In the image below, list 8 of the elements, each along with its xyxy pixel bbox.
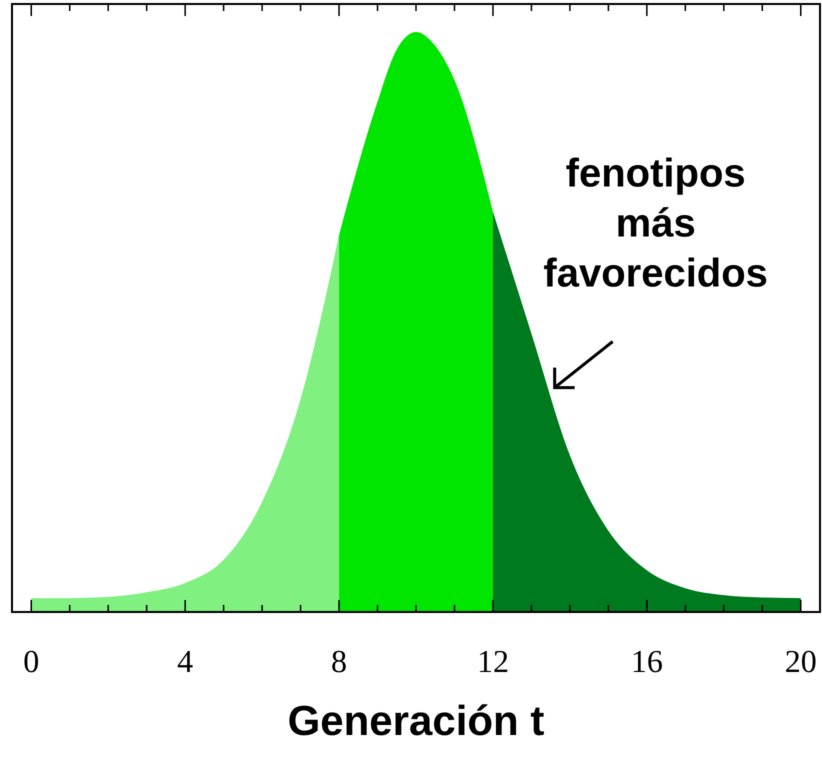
- x-tick-label: 16: [630, 643, 663, 679]
- annotation: fenotipos más favorecidos: [543, 152, 768, 296]
- x-tick-label: 12: [476, 643, 509, 679]
- x-tick-label: 8: [331, 643, 348, 679]
- x-tick-label: 0: [23, 643, 40, 679]
- x-tick-label: 4: [177, 643, 194, 679]
- x-tick-label: 20: [784, 643, 817, 679]
- x-axis-title: Generación t: [288, 697, 544, 744]
